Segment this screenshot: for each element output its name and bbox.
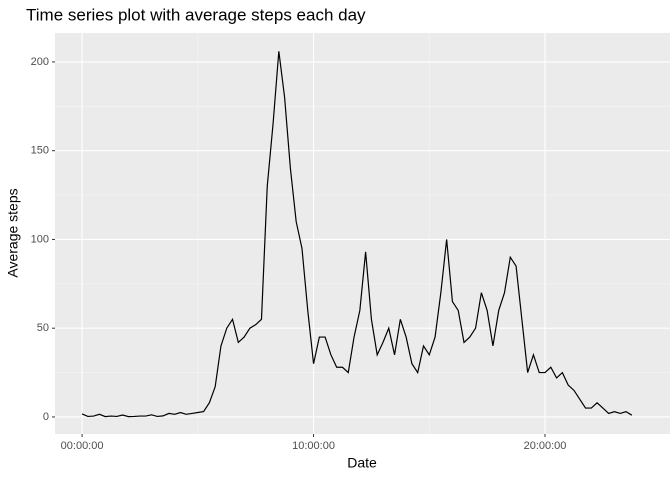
x-tick-label: 20:00:00 xyxy=(524,440,567,452)
y-tick-label: 200 xyxy=(31,56,49,68)
x-tick-label: 10:00:00 xyxy=(292,440,335,452)
y-tick-label: 50 xyxy=(37,322,49,334)
y-tick-label: 150 xyxy=(31,145,49,157)
line xyxy=(81,51,633,418)
panel xyxy=(55,33,670,434)
y-axis-title: Average steps xyxy=(5,188,21,277)
x-tick-label: 00:00:00 xyxy=(61,440,104,452)
y-tick-label: 0 xyxy=(43,411,49,423)
y-tick-label: 100 xyxy=(31,233,49,245)
chart-title: Time series plot with average steps each… xyxy=(26,5,366,24)
x-axis-title: Date xyxy=(347,455,377,471)
